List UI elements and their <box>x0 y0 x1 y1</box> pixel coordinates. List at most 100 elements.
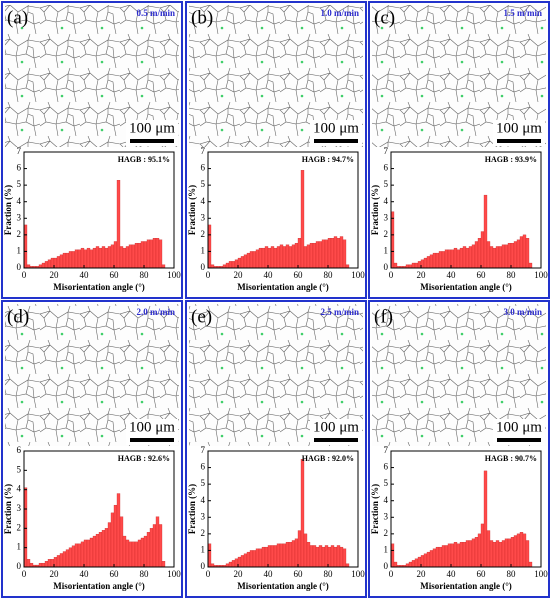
y-tick-label: 1 <box>384 245 389 255</box>
scale-bar <box>497 139 541 143</box>
panel-label: (a) <box>7 7 28 28</box>
bar <box>59 553 64 568</box>
bar <box>309 545 314 568</box>
bar <box>101 530 106 568</box>
bar <box>240 555 245 568</box>
bar <box>450 543 455 568</box>
bar <box>510 537 515 568</box>
bar <box>291 540 296 568</box>
y-tick-label: 5 <box>17 179 22 189</box>
bar <box>273 247 278 269</box>
y-tick-label: 1 <box>17 245 22 255</box>
x-tick-label: 60 <box>477 569 487 579</box>
bar <box>426 551 431 568</box>
y-tick-label: 6 <box>384 163 389 173</box>
bar <box>522 234 527 269</box>
y-tick-label: 6 <box>201 462 206 472</box>
speed-label: 1.5 m/min <box>503 8 542 18</box>
bar <box>456 249 461 269</box>
bar <box>303 533 308 568</box>
bar <box>125 246 130 269</box>
panel-border <box>368 300 550 598</box>
bar <box>333 236 338 269</box>
bar <box>264 246 269 269</box>
bar <box>336 545 341 568</box>
bar <box>426 256 431 269</box>
y-tick-label: 3 <box>384 511 389 521</box>
bar <box>414 262 419 269</box>
bar <box>528 561 533 568</box>
bar <box>71 251 76 269</box>
bar <box>465 247 470 269</box>
bar <box>285 541 290 568</box>
bar <box>393 561 398 568</box>
y-tick-label: 4 <box>201 196 206 206</box>
bar <box>252 251 257 269</box>
bar <box>315 546 320 568</box>
bar <box>513 241 518 269</box>
bar <box>477 238 482 269</box>
y-axis-label: Fraction (%) <box>370 484 380 534</box>
bar <box>522 533 527 568</box>
bar <box>459 541 464 568</box>
bar <box>432 252 437 269</box>
y-tick-label: 7 <box>17 146 22 156</box>
y-tick-label: 3 <box>384 212 389 222</box>
bar <box>231 261 236 269</box>
bar <box>441 545 446 568</box>
bar <box>68 251 73 269</box>
bar <box>83 539 88 568</box>
bar <box>489 540 494 568</box>
bar <box>312 242 317 269</box>
bar <box>261 247 266 269</box>
y-tick-label: 5 <box>201 478 206 488</box>
x-tick-label: 80 <box>324 270 334 280</box>
x-tick-label: 80 <box>324 569 334 579</box>
scale-bar <box>314 438 358 442</box>
bar <box>92 247 97 269</box>
scale-bar <box>130 438 174 442</box>
bar <box>98 247 103 269</box>
x-tick-label: 60 <box>294 270 304 280</box>
x-tick-label: 80 <box>140 270 150 280</box>
bar <box>291 244 296 269</box>
bar <box>86 247 91 269</box>
bar <box>321 546 326 568</box>
x-axis-label: Misorientation angle (°) <box>53 581 145 591</box>
bar <box>243 553 248 568</box>
y-tick-label: 5 <box>384 478 389 488</box>
bar <box>95 533 100 568</box>
bar <box>315 241 320 269</box>
bar <box>483 470 488 568</box>
bar <box>312 545 317 568</box>
bar <box>468 540 473 568</box>
annotation: HAGB : 92.6% <box>118 454 170 463</box>
bar <box>252 550 257 568</box>
bar <box>140 241 145 269</box>
y-tick-label: 2 <box>201 528 206 538</box>
bar <box>303 246 308 269</box>
bar <box>504 538 509 568</box>
y-tick-label: 0 <box>384 262 389 272</box>
bar <box>122 535 127 568</box>
bar <box>324 545 329 568</box>
panel-border <box>368 1 550 299</box>
bar <box>116 180 121 269</box>
bar <box>255 249 260 269</box>
x-tick-label: 0 <box>389 270 394 280</box>
x-tick-label: 40 <box>447 569 457 579</box>
x-tick-label: 100 <box>534 270 548 280</box>
bar <box>101 246 106 269</box>
bar <box>492 541 497 568</box>
bar <box>276 246 281 269</box>
bar <box>516 533 521 568</box>
x-tick-label: 100 <box>167 270 181 280</box>
bar <box>47 559 52 568</box>
bar <box>74 249 79 269</box>
bar <box>270 545 275 568</box>
bar <box>300 459 305 568</box>
bar <box>282 543 287 568</box>
bar <box>86 539 91 568</box>
bar <box>411 262 416 269</box>
panel-label: (c) <box>374 7 395 28</box>
